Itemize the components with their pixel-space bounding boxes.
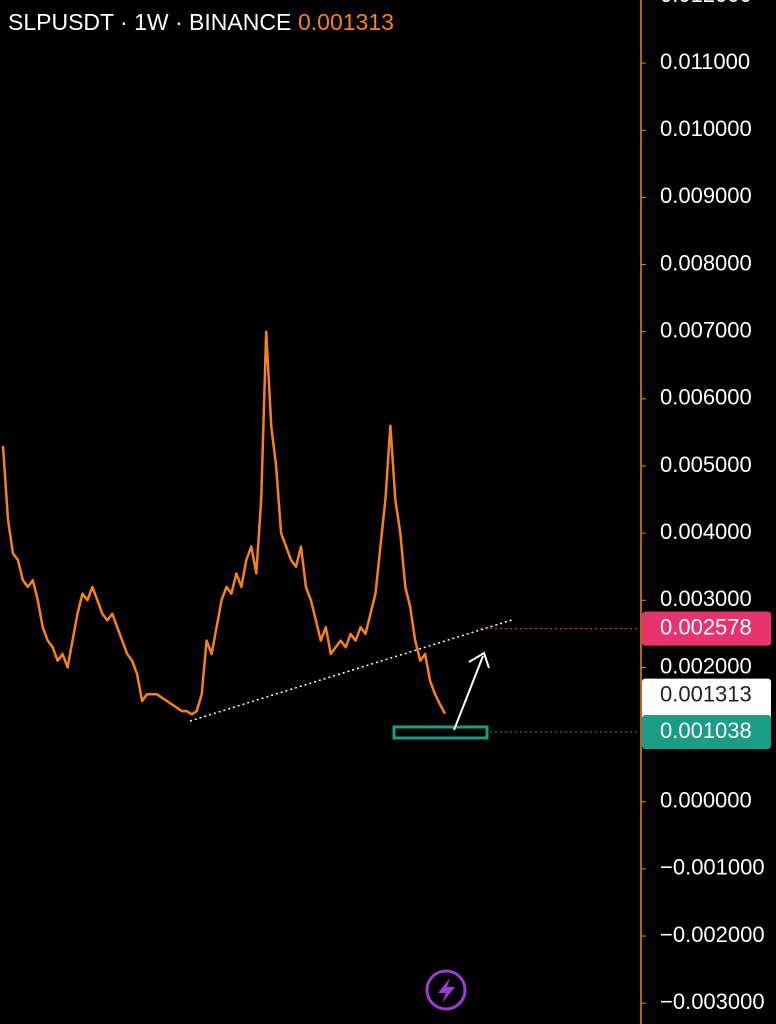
y-tick-label: −0.002000 bbox=[660, 922, 765, 947]
y-tick-label: 0.000000 bbox=[660, 788, 752, 813]
price-axis: 0.012000 0.011000 0.010000 0.009000 0.008000… bbox=[641, 0, 771, 1014]
plot-area bbox=[1, 330, 641, 733]
y-tick-label: 0.004000 bbox=[660, 519, 752, 544]
lightning-icon bbox=[425, 969, 467, 1011]
y-tick-label: 0.010000 bbox=[660, 116, 752, 141]
price-label: 0.002578 bbox=[660, 614, 752, 639]
y-tick-label: −0.001000 bbox=[660, 855, 765, 880]
y-tick-label: 0.003000 bbox=[660, 586, 752, 611]
y-tick-label: 0.008000 bbox=[660, 250, 752, 275]
y-tick-label: 0.005000 bbox=[660, 452, 752, 477]
support-box bbox=[392, 725, 489, 740]
arrow-head bbox=[468, 651, 490, 669]
price-label: 0.001038 bbox=[660, 718, 752, 743]
y-tick-label: 0.006000 bbox=[660, 385, 752, 410]
trendline bbox=[189, 619, 513, 722]
arrow bbox=[453, 655, 484, 731]
price-line bbox=[1, 330, 447, 716]
price-label: 0.001313 bbox=[660, 681, 752, 706]
y-tick-label: 0.002000 bbox=[660, 653, 752, 678]
last-price: 0.001313 bbox=[298, 9, 394, 35]
y-tick-label: 0.011000 bbox=[660, 49, 750, 74]
y-tick-label: −0.003000 bbox=[660, 989, 765, 1014]
y-tick-label: 0.007000 bbox=[660, 318, 752, 343]
chart-title: SLPUSDT · 1W · BINANCE bbox=[8, 9, 291, 35]
price-label-box bbox=[642, 611, 771, 646]
y-tick-label: 0.012000 bbox=[660, 0, 752, 7]
price-label-box bbox=[642, 715, 771, 750]
y-tick-label: 0.009000 bbox=[660, 183, 752, 208]
